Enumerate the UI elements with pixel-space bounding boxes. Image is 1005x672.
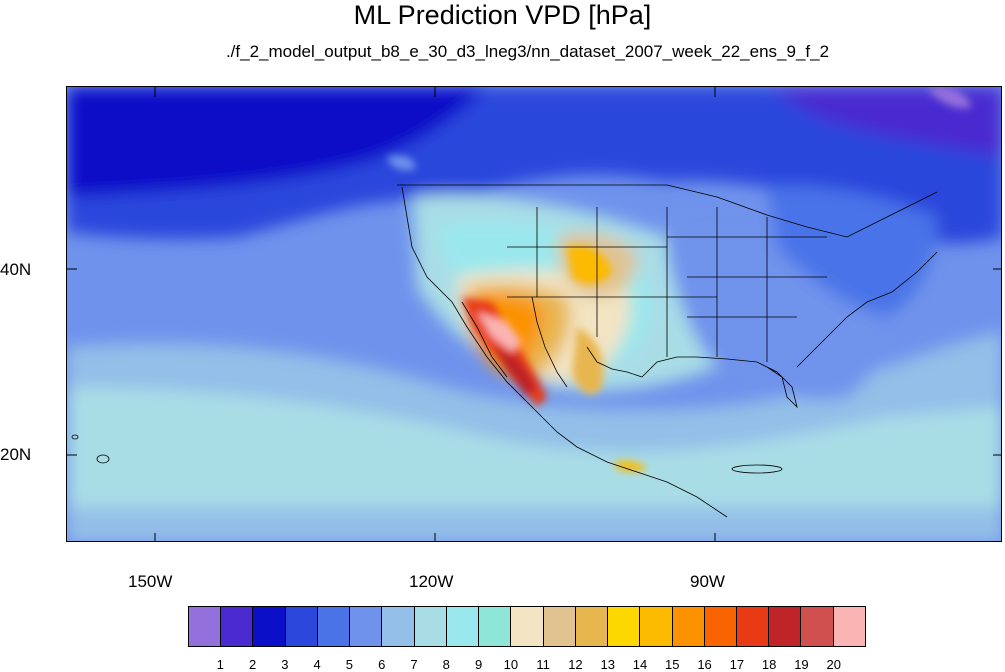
colorbar-swatch <box>833 607 865 646</box>
colorbar <box>188 606 866 647</box>
colorbar-swatch <box>511 607 544 646</box>
colorbar-label: 15 <box>665 657 680 672</box>
colorbar-label: 11 <box>536 657 550 672</box>
colorbar-label: 10 <box>503 657 519 672</box>
colorbar-swatch <box>189 607 222 646</box>
colorbar-swatch <box>704 607 737 646</box>
colorbar-swatch <box>382 607 415 646</box>
x-tick-90w: 90W <box>690 572 725 591</box>
colorbar-swatch <box>575 607 609 646</box>
colorbar-swatch <box>736 607 770 646</box>
colorbar-label: 2 <box>248 657 257 672</box>
colorbar-label: 16 <box>697 657 712 672</box>
map-title: ML Prediction VPD [hPa] <box>353 0 652 30</box>
colorbar-swatch <box>801 607 834 646</box>
colorbar-label: 7 <box>410 657 418 672</box>
colorbar-label: 14 <box>632 657 648 672</box>
axis-ticks <box>67 87 1001 541</box>
colorbar-swatch <box>285 607 318 646</box>
colorbar-swatch <box>446 607 480 646</box>
x-tick-120w: 120W <box>409 572 454 591</box>
colorbar-swatch <box>221 607 254 646</box>
colorbar-label: 9 <box>474 657 483 672</box>
map-subtitle: ./f_2_model_output_b8_e_30_d3_lneg3/nn_d… <box>225 42 830 61</box>
coastlines-and-borders <box>397 184 938 518</box>
colorbar-label: 3 <box>281 657 289 672</box>
vpd-hotspots <box>387 87 972 472</box>
colorbar-label: 18 <box>761 657 777 672</box>
colorbar-swatch <box>317 607 351 646</box>
x-tick-150w: 150W <box>128 572 173 591</box>
y-tick-40n: 40N <box>0 260 32 279</box>
colorbar-swatch <box>414 607 447 646</box>
islands <box>71 434 783 474</box>
colorbar-swatch <box>253 607 286 646</box>
colorbar-label: 6 <box>378 657 386 672</box>
map-plot-area <box>66 86 1002 542</box>
colorbar-swatch <box>479 607 512 646</box>
colorbar-label: 20 <box>826 657 841 672</box>
colorbar-swatch <box>769 607 802 646</box>
colorbar-label: 12 <box>568 657 583 672</box>
colorbar-label: 13 <box>600 657 615 672</box>
vpd-contour-map <box>67 87 1001 541</box>
colorbar-swatch <box>640 607 673 646</box>
y-tick-20n: 20N <box>0 445 32 464</box>
colorbar-label: 19 <box>794 657 809 672</box>
colorbar-label: 1 <box>216 657 224 672</box>
colorbar-swatch <box>543 607 576 646</box>
colorbar-label: 8 <box>442 657 450 672</box>
colorbar-label: 5 <box>345 657 354 672</box>
colorbar-swatch <box>608 607 641 646</box>
colorbar-label: 17 <box>729 657 745 672</box>
colorbar-label: 4 <box>313 657 321 672</box>
colorbar-swatch <box>672 607 705 646</box>
colorbar-swatch <box>350 607 383 646</box>
